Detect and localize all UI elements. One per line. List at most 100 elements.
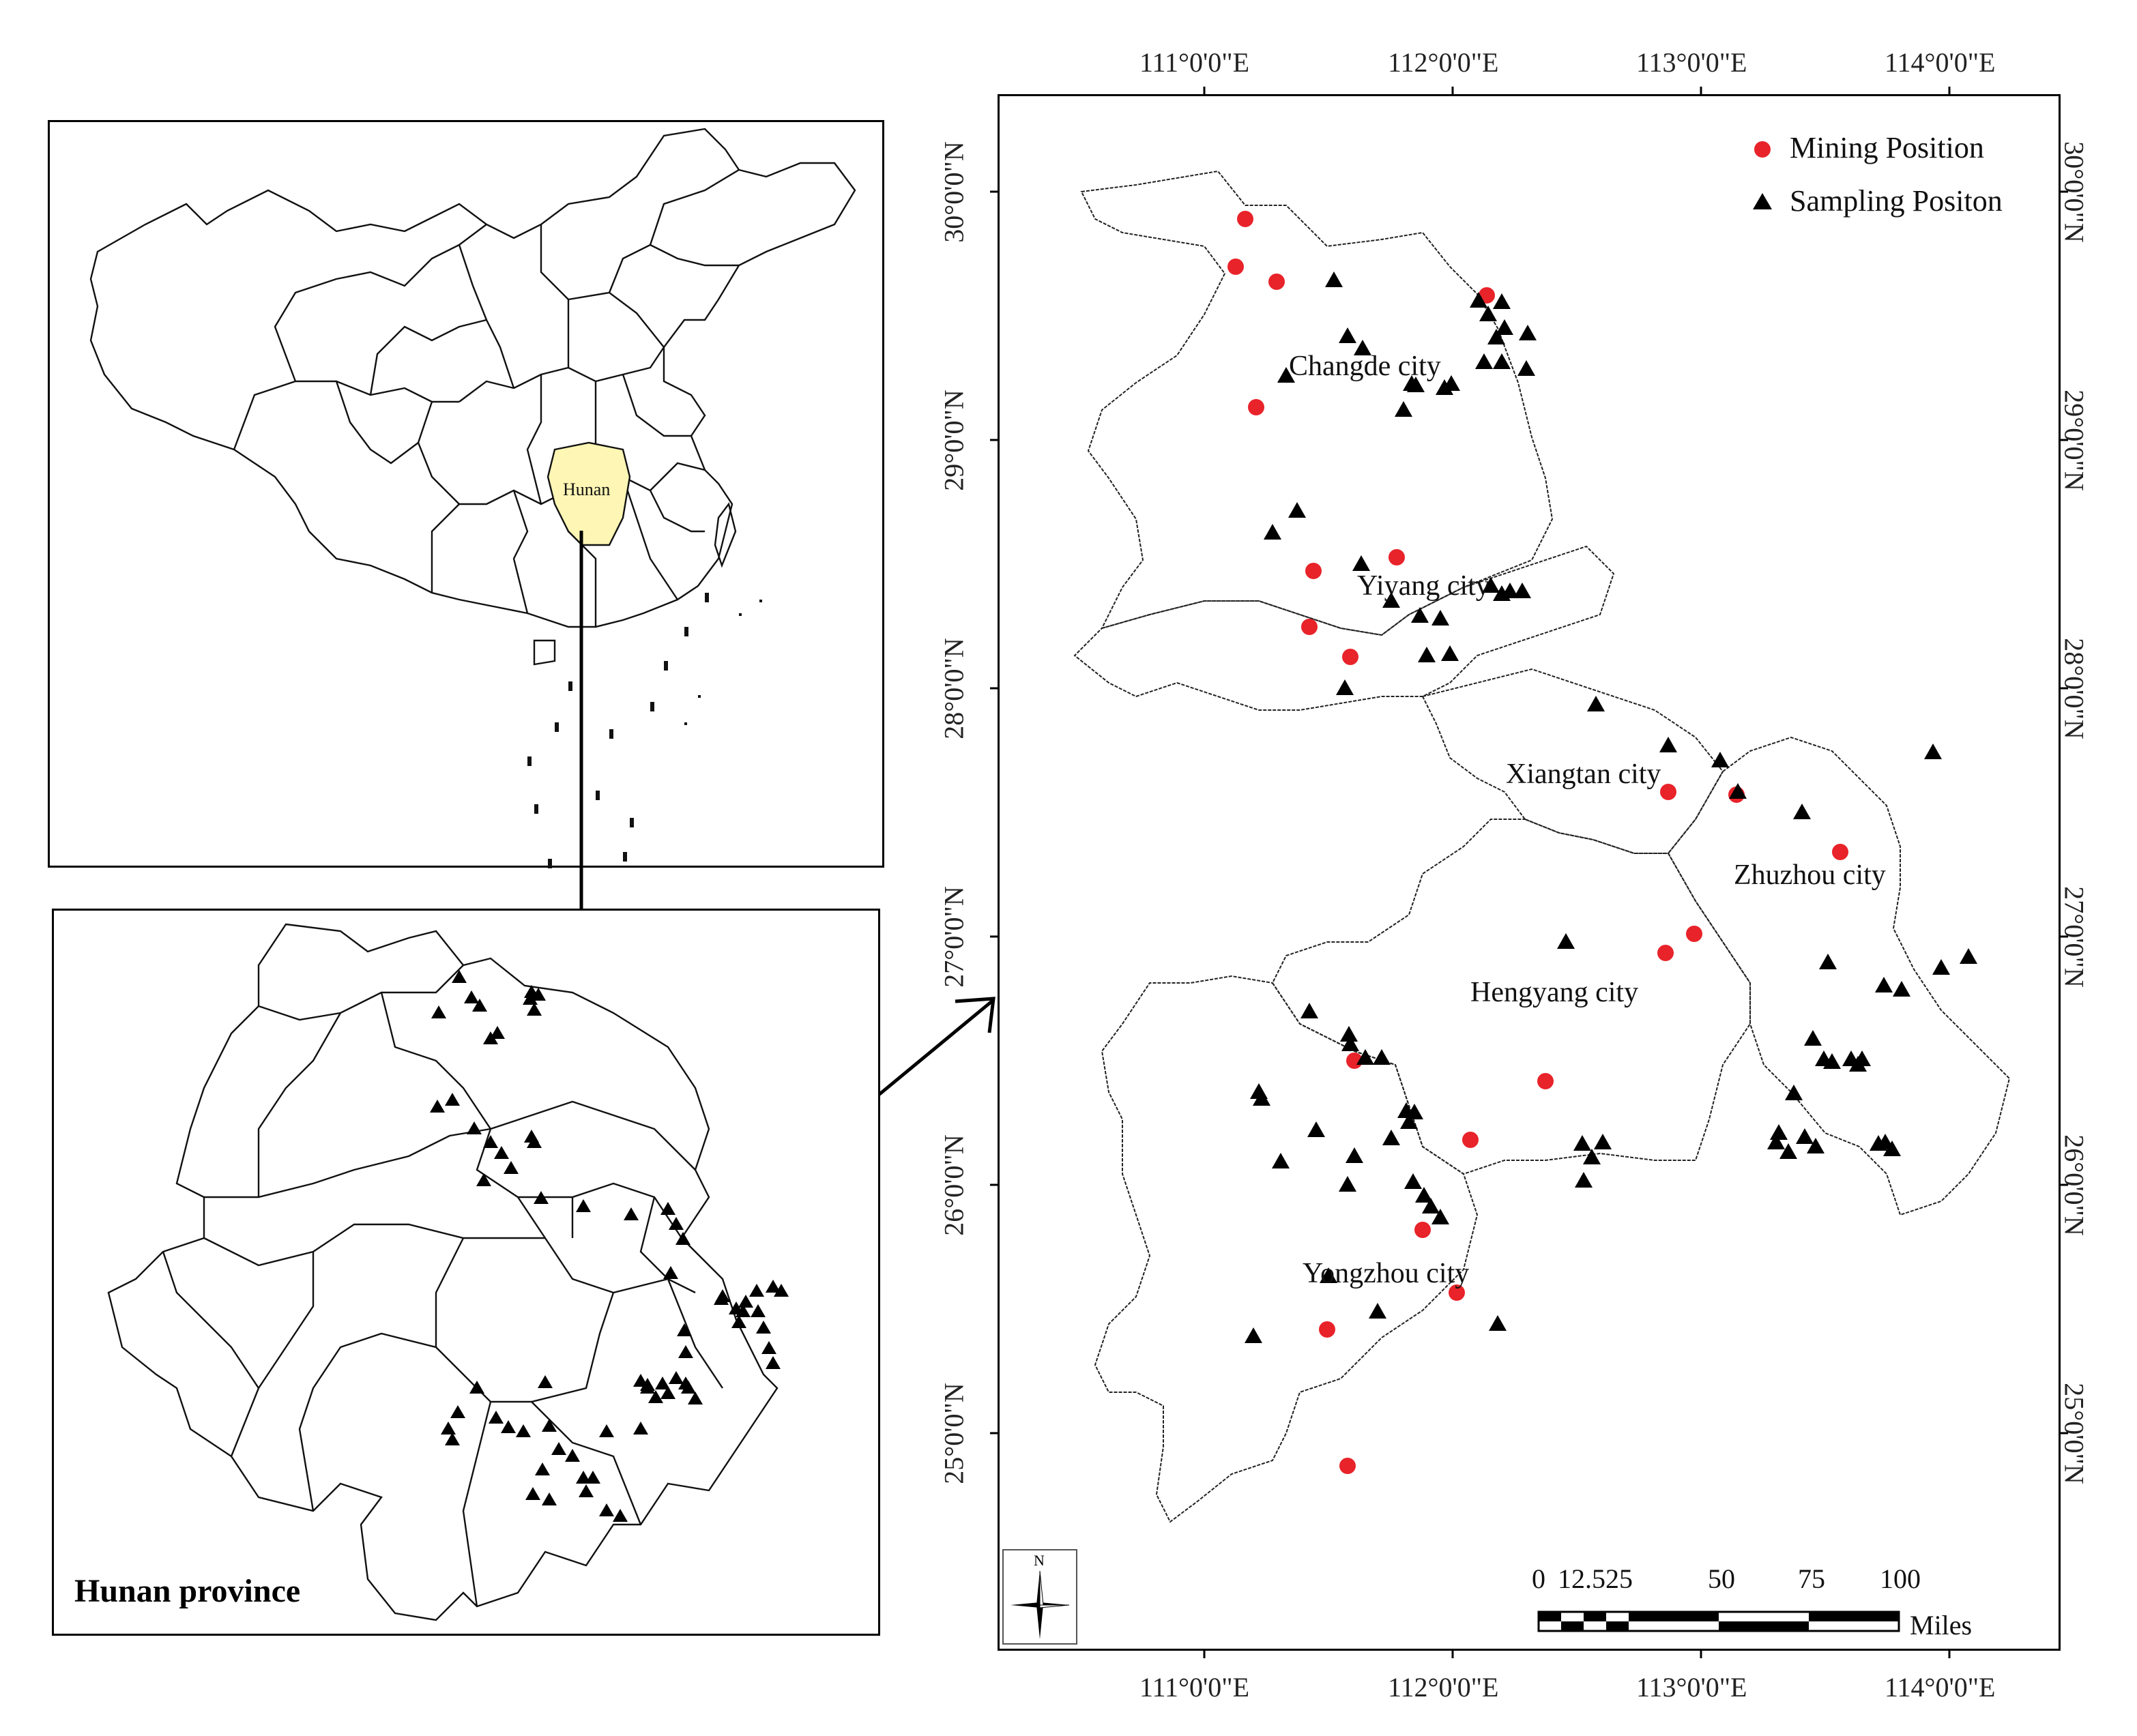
sampling-position-marker [1431,610,1449,626]
mining-position-marker [1268,274,1285,290]
hunan-inset-map: Hunan province [52,909,880,1636]
sampling-position-marker [1487,329,1505,344]
scale-label-0: 0 [1532,1563,1545,1594]
sampling-position-marker [1441,645,1459,661]
china-border [89,128,856,628]
sampling-position-marker [1583,1149,1601,1164]
sampling-position-marker [1587,696,1605,711]
sampling-position-marker [1320,1267,1337,1283]
scale-label-12525: 12.525 [1558,1563,1633,1594]
hunan-inset-title: Hunan province [74,1573,301,1609]
sampling-position-marker [1517,360,1535,376]
hunan-sampling-marker [749,1284,764,1297]
sampling-position-marker [1272,1153,1290,1168]
china-outline [89,128,856,868]
hunan-sampling-marker [624,1207,639,1220]
scale-label-100: 100 [1880,1563,1921,1594]
hunan-sampling-marker [538,1375,553,1388]
sampling-position-marker [1594,1134,1612,1149]
sampling-position-marker [1932,959,1950,975]
hunan-sampling-marker [504,1161,519,1174]
sampling-position-marker [1431,1209,1449,1224]
hunan-sampling-marker [535,1462,550,1475]
sampling-position-marker [1770,1124,1788,1140]
hunan-sampling-marker [613,1509,628,1522]
sampling-position-marker [1711,752,1729,767]
bottom-axis-label-114: 114°0'0"E [1885,1672,1996,1703]
top-axis-label-114: 114°0'0"E [1885,47,1996,78]
axis-ticks [990,87,2068,1658]
hunan-sampling-marker [445,1432,460,1445]
hunan-sampling-marker [576,1471,591,1484]
left-axis-label-30: 30°0'0"N [938,141,970,243]
south-sea-islands [527,593,762,868]
left-axis-label-28: 28°0'0"N [938,638,970,739]
sampling-position-marker [1493,353,1511,369]
hunan-highlight [547,441,631,546]
hunan-sampling-marker [756,1321,771,1334]
sampling-position-marker [1341,1035,1359,1051]
mining-position-marker [1449,1284,1465,1301]
hunan-sampling-marker [599,1503,614,1516]
city-label-changde: Changde city [1289,351,1441,382]
hunan-sampling-marker [663,1266,678,1279]
sampling-position-marker [1253,1090,1270,1106]
hunan-sampling-marker [450,1405,465,1418]
sampling-position-marker [1346,1147,1363,1163]
sampling-position-marker [1264,524,1281,540]
sampling-position-marker [1382,1130,1400,1145]
hunan-sampling-marker [669,1371,684,1384]
sampling-position-marker [1373,1049,1391,1065]
sampling-position-marker [1924,744,1942,759]
hunan-sampling-marker [490,1026,505,1039]
north-arrow-label: N [1034,1552,1045,1569]
top-axis-label-112: 112°0'0"E [1388,47,1499,78]
hunan-sampling-marker [688,1392,703,1404]
zhuzhou-boundary [1667,736,2011,1216]
bottom-axis-label-112: 112°0'0"E [1388,1672,1499,1703]
hunan-sampling-marker [585,1471,600,1484]
city-label-xiangtan: Xiangtan city [1506,759,1661,790]
legend-mining-symbol [1754,141,1771,158]
top-axis-label-113: 113°0'0"E [1636,47,1747,78]
hunan-sampling-marker [464,990,479,1003]
sampling-position-marker [1397,1102,1415,1118]
mining-position-marker [1832,844,1848,860]
yongzhou-boundary [1094,975,1479,1523]
sampling-position-marker [1395,401,1412,417]
right-axis-label-30: 30°0'0"N [2059,141,2090,243]
hunan-sampling-marker [452,970,467,983]
sampling-position-marker [1277,367,1295,383]
hunan-sampling-points [430,970,789,1522]
hunan-sampling-marker [527,1135,542,1148]
hunan-sampling-marker [483,1135,498,1148]
sampling-position-marker [1479,306,1497,321]
city-label-yiyang: Yiyang city [1357,570,1490,602]
sampling-position-marker [1482,577,1500,593]
bottom-axis-label-113: 113°0'0"E [1636,1672,1747,1703]
compass-icon [1011,1570,1070,1639]
sampling-position-marker [1352,555,1370,571]
sampling-position-marker [1288,502,1306,518]
hunan-sampling-marker [430,1100,445,1113]
hunan-sampling-marker [527,1003,542,1016]
mining-position-marker [1237,211,1253,227]
left-axis-label-27: 27°0'0"N [938,886,970,988]
sampling-position-marker [1807,1138,1825,1153]
hunan-sampling-marker [675,1232,690,1245]
city-label-zhuzhou: Zhuzhou city [1734,859,1886,891]
hainan-island [533,639,556,666]
sampling-position-marker [1729,783,1747,799]
sampling-position-marker [1354,340,1371,355]
scale-bar-graphic [1537,1610,1900,1632]
sampling-position-marker [1767,1134,1785,1149]
hunan-sampling-marker [669,1217,684,1230]
mining-position-marker [1389,549,1405,565]
sampling-position-marker [1823,1053,1841,1069]
sampling-position-marker [1883,1141,1901,1156]
sampling-position-marker [1489,1315,1507,1331]
right-axis-label-25: 25°0'0"N [2059,1383,2090,1484]
mining-position-marker [1339,1458,1356,1474]
sampling-position-marker [1415,1187,1433,1203]
mining-position-marker [1248,399,1264,415]
